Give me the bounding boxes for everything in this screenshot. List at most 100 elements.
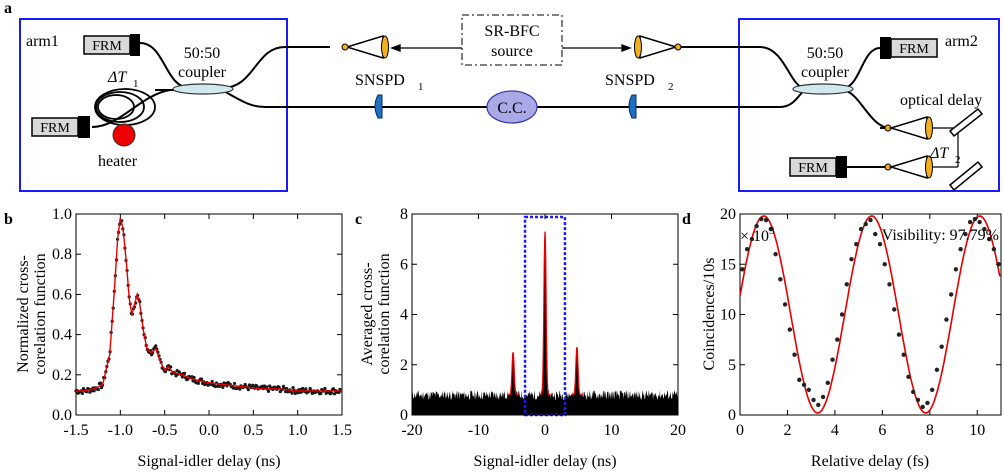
snspd1-label: SNSPD <box>355 72 405 89</box>
chart-c-ylabel-2: corelation function <box>376 253 393 374</box>
chart-b-point <box>319 391 323 396</box>
chart-b-point <box>255 384 259 388</box>
chart-d-point <box>825 380 830 386</box>
chart-c-xlabel: Signal-idler delay (ns) <box>473 453 616 470</box>
coupler-arm2-ratio: 50:50 <box>807 45 843 62</box>
chart-b-point <box>290 391 294 395</box>
collimator-delay-top <box>884 115 933 141</box>
y-tick-label: 15 <box>720 256 736 273</box>
y-tick-label: 1.0 <box>52 206 72 223</box>
arm2-box <box>738 18 1000 192</box>
chart-b-point <box>196 381 200 385</box>
coupler-arm1-ratio: 50:50 <box>184 45 220 62</box>
arm1-box <box>19 18 288 192</box>
collimator-right <box>634 34 682 60</box>
chart-c-peak-fill <box>539 231 551 415</box>
sr-bfc-source-box <box>461 14 563 66</box>
y-tick-label: 0 <box>400 407 408 424</box>
chart-b-ylabel-2: corelation function <box>32 253 49 374</box>
chart-d-point <box>920 404 925 410</box>
optical-delay-label: optical delay <box>900 92 982 109</box>
y-tick-label: 0 <box>728 407 736 424</box>
chart-d-point <box>749 236 755 242</box>
x-tick-label: -10 <box>468 422 489 439</box>
chart-c-peak-line <box>539 231 551 396</box>
x-tick-label: 2 <box>783 422 791 439</box>
chart-d-point <box>759 216 764 222</box>
delta-t1-sub: 1 <box>133 78 139 90</box>
chart-d-point <box>863 221 868 227</box>
fiber-coil <box>94 88 156 126</box>
arm1-label: arm1 <box>26 33 59 50</box>
chart-c: -20 -10 0 10 20 0 2 4 6 8 Signal-idler delay (ns)… <box>359 206 686 470</box>
x-tick-label: -0.5 <box>152 422 177 439</box>
coupler-arm1 <box>172 83 234 95</box>
chart-b-point <box>210 379 214 384</box>
coupler-arm2 <box>792 83 854 95</box>
chart-c-ylabel-1: Averaged cross- <box>359 262 376 365</box>
x-tick-label: 0 <box>736 422 744 439</box>
y-tick-label: 10 <box>720 307 736 324</box>
chart-c-peak-line <box>570 347 583 396</box>
chart-d-point <box>830 357 835 362</box>
y-tick-label: 0.4 <box>52 327 72 344</box>
chart-d-point <box>967 219 973 225</box>
snspd1-icon <box>374 94 383 119</box>
x-tick-label: 6 <box>878 422 886 439</box>
chart-d-point <box>963 231 968 237</box>
frm-label: FRM <box>798 161 828 176</box>
snspd2-icon <box>628 94 637 119</box>
chart-b-point <box>182 371 187 375</box>
delta-t1-label: ΔT <box>107 69 127 86</box>
chart-d-point <box>977 219 982 225</box>
chart-d-point <box>873 231 878 237</box>
x-tick-label: 1.5 <box>332 422 352 439</box>
coincidence-counter <box>486 90 538 124</box>
chart-d-point <box>801 382 807 388</box>
chart-d-point <box>868 217 873 223</box>
chart-c-peak <box>570 347 583 415</box>
chart-d-point <box>773 252 778 257</box>
panel-label-c: c <box>355 211 362 228</box>
frm-arm2-bottom: FRM <box>789 156 847 178</box>
chart-d-point <box>934 367 940 372</box>
chart-b-point <box>246 387 250 392</box>
coupler-arm2-label: coupler <box>801 64 850 81</box>
chart-c-peak-fill <box>507 352 520 415</box>
chart-b-point <box>154 344 158 348</box>
x-tick-label: 20 <box>670 422 686 439</box>
chart-b-point <box>180 375 184 379</box>
chart-d-point <box>944 317 949 322</box>
y-tick-label: 0.6 <box>52 286 72 303</box>
heater-element <box>112 123 136 147</box>
chart-d-point <box>787 327 793 332</box>
chart-b-point <box>304 387 308 391</box>
y-tick-label: 2 <box>400 357 408 374</box>
chart-c-peak-line <box>507 352 519 396</box>
chart-d-point <box>925 400 930 406</box>
chart-d-point <box>991 246 997 252</box>
delta-t2-label: ΔT <box>929 145 949 162</box>
source-arrows <box>390 44 632 52</box>
chart-b-point <box>329 391 333 395</box>
chart-d-frame <box>739 213 1002 416</box>
chart-d-point <box>929 387 935 393</box>
chart-d-point <box>877 241 883 247</box>
x-tick-label: 0 <box>541 422 549 439</box>
chart-b-point <box>98 381 103 385</box>
collimator-left <box>341 34 389 60</box>
chart-b-point <box>232 381 237 386</box>
source-label-1: SR-BFC <box>484 23 539 40</box>
chart-d-point <box>816 402 821 408</box>
panel-label-b: b <box>4 211 13 228</box>
chart-b: -1.5 -1.0 -0.5 0.0 0.5 1.0 1.5 0.0 0.2 0.4 0.6 0.8 1… <box>15 206 352 470</box>
chart-d-point <box>740 267 745 272</box>
chart-d-point <box>811 397 816 403</box>
chart-d-point <box>896 332 902 337</box>
chart-d-xlabel: Relative delay (fs) <box>811 453 929 470</box>
chart-b-point <box>243 382 247 387</box>
chart-d-point <box>782 302 788 307</box>
chart-b-point <box>268 384 272 388</box>
chart-d-ylabel: Coincidences/10s <box>701 258 718 371</box>
chart-d-point <box>858 226 864 232</box>
